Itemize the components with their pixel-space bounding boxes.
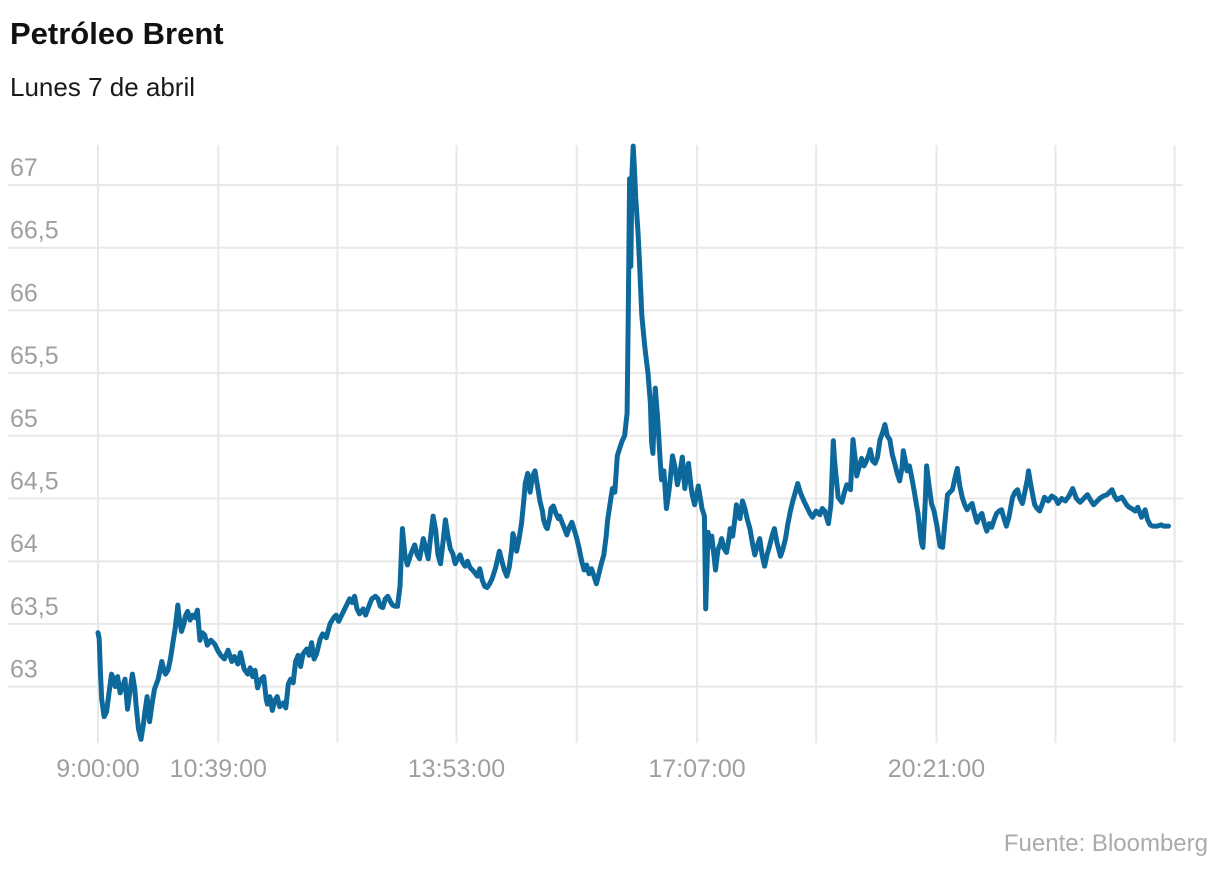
x-axis-tick-label: 10:39:00 [170, 755, 267, 783]
x-axis-tick-label: 9:00:00 [56, 755, 139, 783]
y-axis-tick-label: 66,5 [10, 217, 59, 245]
y-axis-tick-label: 67 [10, 154, 38, 182]
y-axis-tick-label: 66 [10, 279, 38, 307]
x-axis-tick-label: 20:21:00 [888, 755, 985, 783]
y-axis-tick-label: 65 [10, 405, 38, 433]
price-line-series [95, 143, 1171, 742]
y-axis-tick-label: 63 [10, 656, 38, 684]
y-axis-tick-label: 65,5 [10, 342, 59, 370]
y-axis-tick-label: 63,5 [10, 593, 59, 621]
chart-source: Fuente: Bloomberg [1003, 830, 1208, 857]
chart-subtitle: Lunes 7 de abril [10, 72, 196, 102]
x-axis-tick-label: 17:07:00 [648, 755, 745, 783]
x-axis-tick-label: 13:53:00 [408, 755, 505, 783]
y-axis-tick-label: 64,5 [10, 468, 59, 496]
chart-title: Petróleo Brent [10, 16, 224, 51]
y-axis-tick-label: 64 [10, 530, 38, 558]
